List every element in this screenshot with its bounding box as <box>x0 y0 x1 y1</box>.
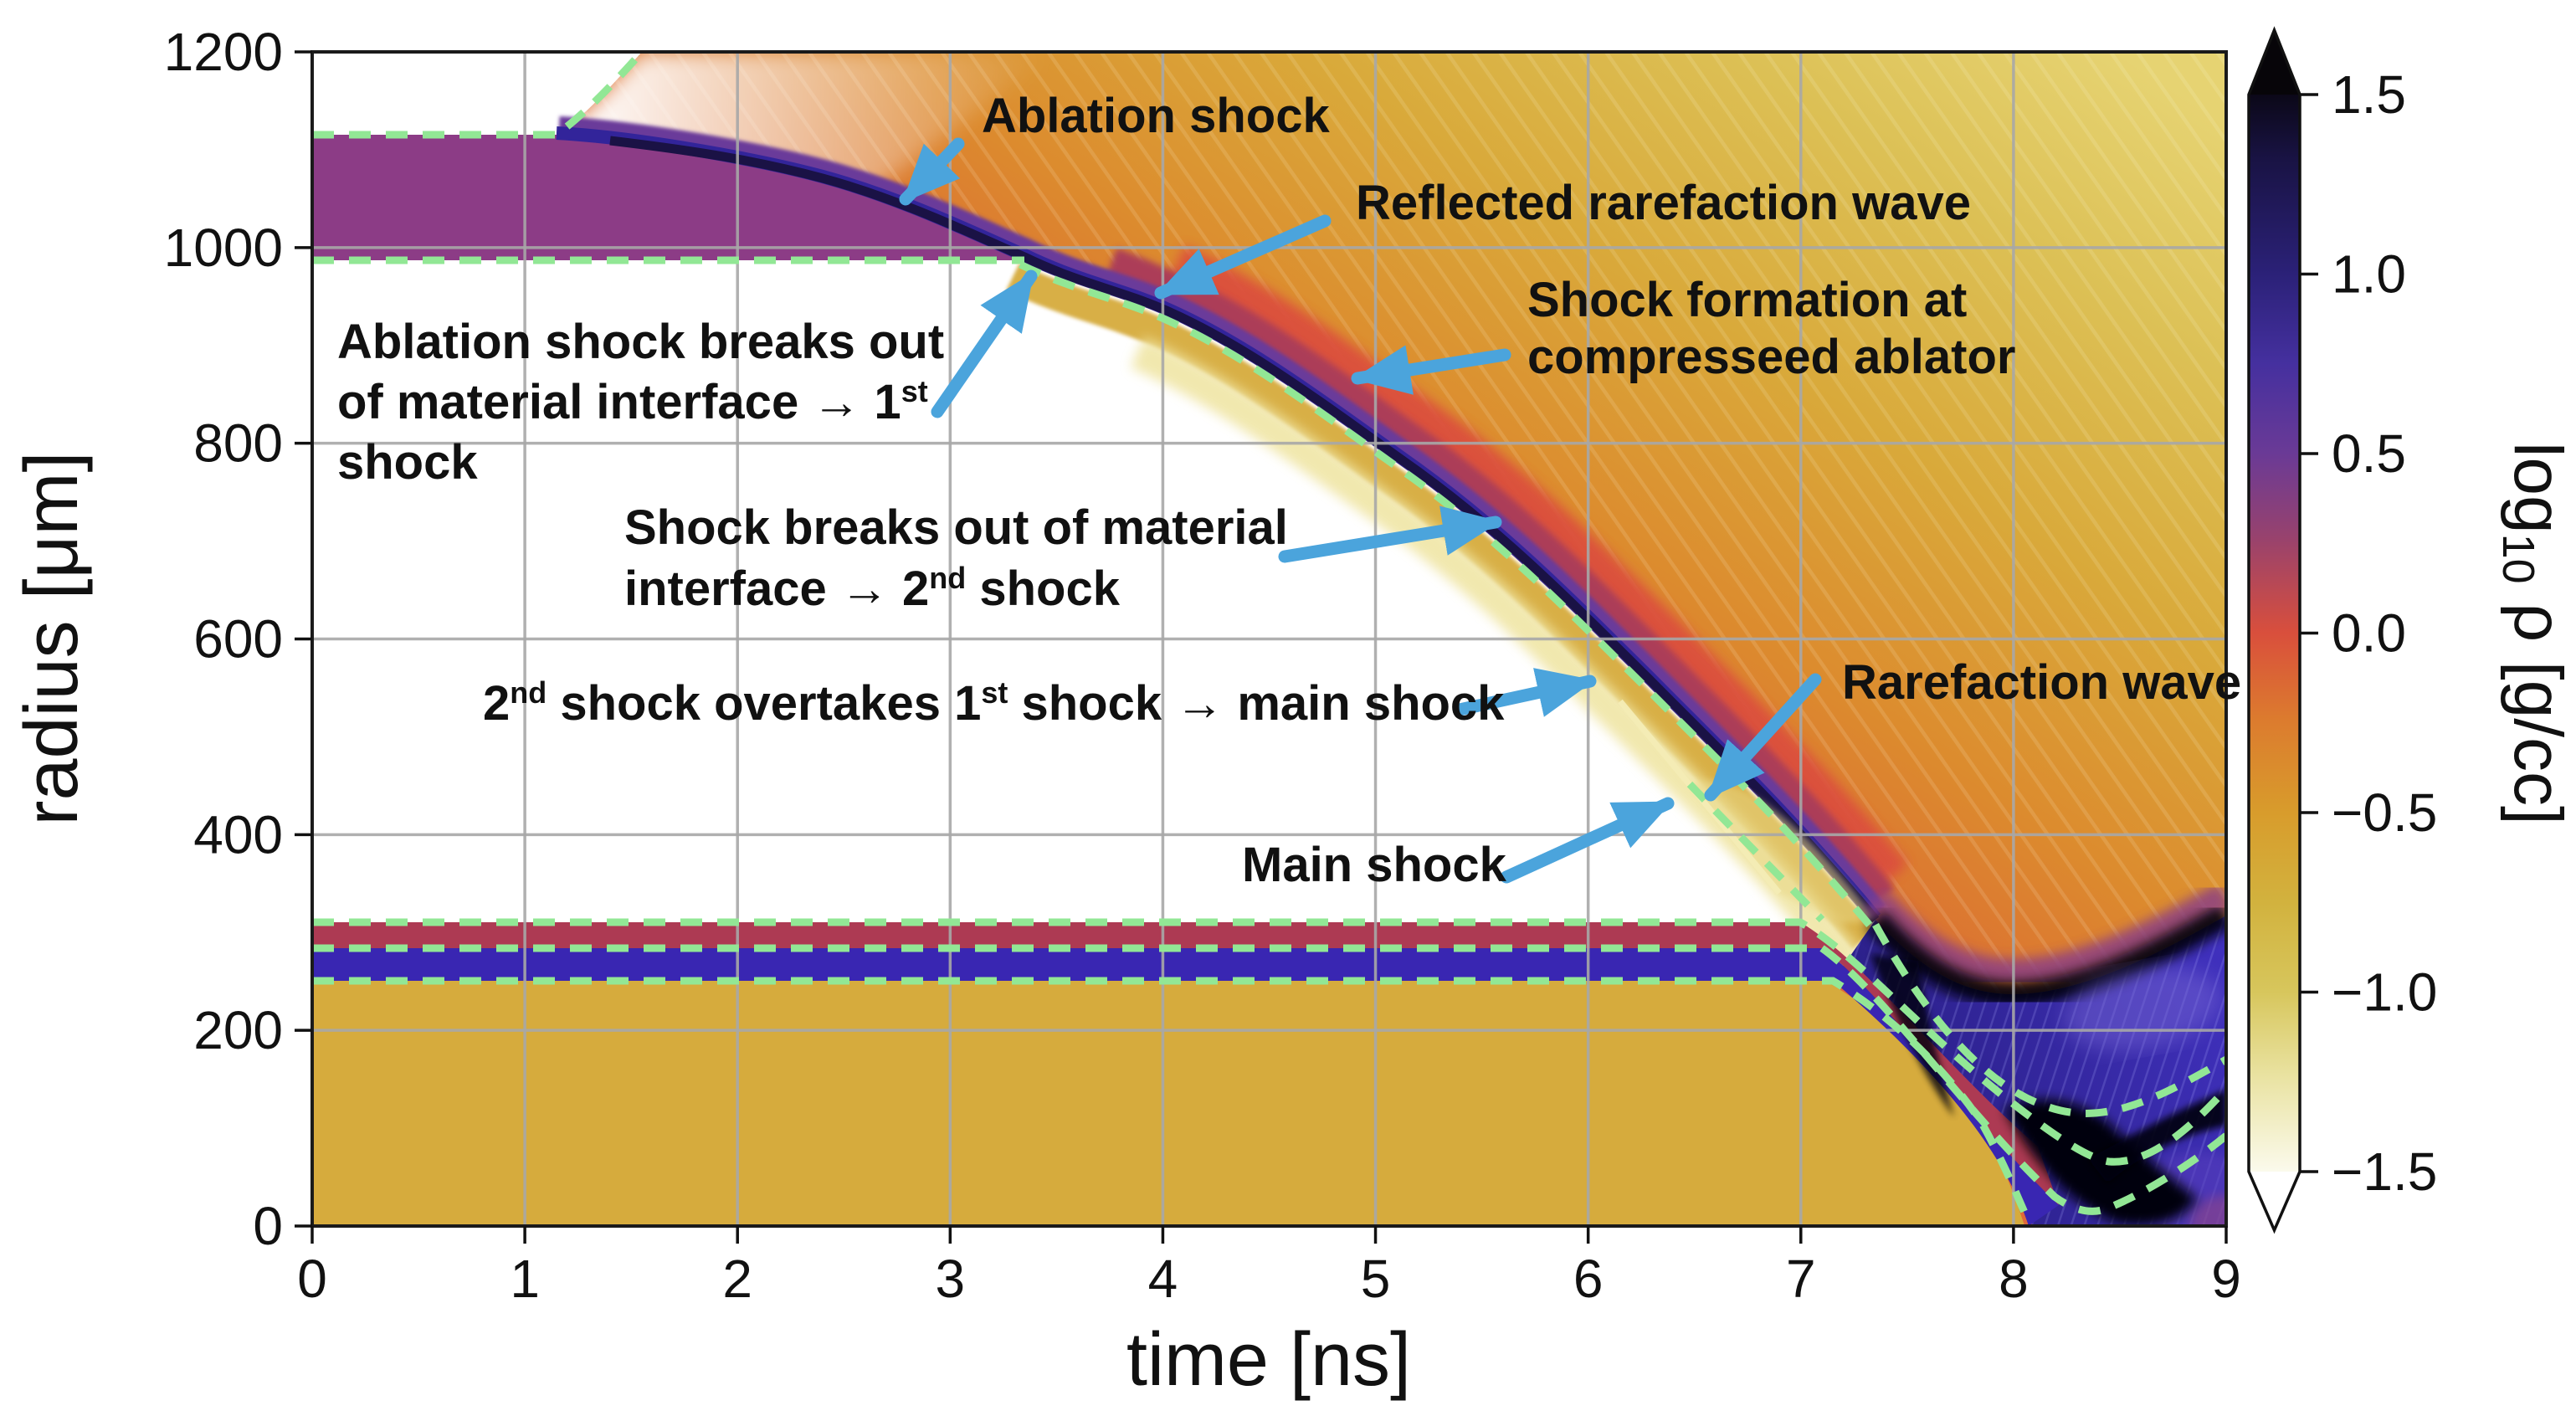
x-axis-label: time [ns] <box>1126 1318 1411 1402</box>
x-tick-label: 2 <box>722 1249 752 1309</box>
colorbar-tick-label: −1.0 <box>2332 962 2437 1023</box>
axis-ticks <box>295 50 2228 1244</box>
colorbar-label: log10​ ρ [g/cc] <box>2493 442 2576 825</box>
colorbar: 1.5 1.0 0.5 0.0 −0.5 −1.0 −1.5 log10​ ρ [g/cc] <box>2247 26 2576 1234</box>
ablation-shock-line <box>609 136 1880 923</box>
layer-blue-region <box>312 948 2059 1226</box>
reflected-rarefaction-wave-arrow <box>1154 214 1332 300</box>
colorbar-ticks: 1.5 1.0 0.5 0.0 −0.5 −1.0 −1.5 <box>2300 64 2437 1202</box>
coast-surface-dash <box>312 52 645 139</box>
x-tick-label: 1 <box>510 1249 540 1309</box>
rarefaction-wave-text: Rarefaction wave <box>1842 655 2241 710</box>
second-shock-breakout-text: interface → 2nd shock <box>624 561 1121 616</box>
x-tick-label: 0 <box>297 1249 327 1309</box>
x-tick-label: 4 <box>1148 1249 1178 1309</box>
annotations: Ablation shock Reflected rarefaction wave… <box>337 89 2241 892</box>
y-tick-label: 0 <box>253 1196 283 1256</box>
main-shock-fan <box>1620 701 1876 924</box>
x-tick-label: 5 <box>1361 1249 1391 1309</box>
first-shock-breakout-text: Ablation shock breaks out <box>337 315 944 369</box>
x-tick-label: 8 <box>1999 1249 2029 1309</box>
colorbar-over-arrow <box>2249 30 2300 95</box>
shock-formation-text: compresseed ablator <box>1527 330 2015 384</box>
interface-310-dash <box>312 918 2226 1166</box>
y-tick-label: 800 <box>193 413 283 474</box>
first-shock-breakout-text: of material interface → 1st <box>337 374 928 429</box>
y-tick-label: 1000 <box>164 218 283 278</box>
y-tick-label: 1200 <box>164 22 283 82</box>
colorbar-tick-label: 0.0 <box>2332 603 2406 664</box>
fuel-gold-region <box>312 981 2029 1226</box>
annotation-reflected-rarefaction-wave: Reflected rarefaction wave <box>1154 176 1971 300</box>
material-interfaces <box>312 52 2226 1224</box>
annotation-second-shock-breakout: Shock breaks out of material interface → … <box>624 500 1502 616</box>
colorbar-under-arrow <box>2249 1172 2300 1230</box>
y-tick-label: 400 <box>193 804 283 864</box>
ablation-shock-text: Ablation shock <box>982 89 1330 143</box>
colorbar-tick-label: −0.5 <box>2332 782 2437 843</box>
ablation-shock-arrow <box>899 137 965 206</box>
colorbar-gradient <box>2249 95 2300 1172</box>
annotation-shock-overtake: 2nd shock overtakes 1st shock → main sho… <box>483 668 1597 731</box>
first-shock-breakout-text: shock <box>337 435 478 490</box>
annotation-ablation-shock: Ablation shock <box>899 89 1330 206</box>
main-shock-text: Main shock <box>1242 838 1507 892</box>
x-tick-label: 7 <box>1786 1249 1816 1309</box>
x-tick-label: 9 <box>2211 1249 2241 1309</box>
shock-overtake-text: 2nd shock overtakes 1st shock → main sho… <box>483 675 1505 731</box>
reflected-rarefaction-wave-text: Reflected rarefaction wave <box>1356 176 1971 230</box>
axis-tick-labels: 0 1 2 3 4 5 6 7 8 9 0 200 400 600 800 1000 1200 <box>164 22 2241 1309</box>
rarefaction-branch-dash <box>1686 781 1825 923</box>
y-tick-label: 600 <box>193 609 283 670</box>
y-tick-label: 200 <box>193 1000 283 1060</box>
rarefaction-wave-arrow <box>1704 673 1822 802</box>
annotation-main-shock: Main shock <box>1242 797 1675 892</box>
shell-bounce-dash <box>1872 922 2226 1117</box>
colorbar-tick-label: 1.0 <box>2332 244 2406 305</box>
main-shock-arrow <box>1500 797 1675 884</box>
colorbar-tick-label: 1.5 <box>2332 64 2406 125</box>
second-shock-breakout-text: Shock breaks out of material <box>624 500 1288 555</box>
x-tick-label: 3 <box>936 1249 966 1309</box>
y-axis-label: radius [μm] <box>10 452 94 826</box>
second-shock-breakout-arrow <box>1278 505 1502 563</box>
colorbar-tick-label: −1.5 <box>2332 1142 2437 1202</box>
shock-formation-arrow <box>1351 345 1511 395</box>
shock-overtake-arrow <box>1453 668 1597 717</box>
ablator-band <box>312 135 1024 260</box>
gridlines <box>312 52 2226 1226</box>
first-shock-breakout-arrow <box>931 269 1038 418</box>
interface-250-dash <box>312 977 2033 1224</box>
shock-formation-text: Shock formation at <box>1527 273 1967 327</box>
x-tick-label: 6 <box>1573 1249 1604 1309</box>
colorbar-tick-label: 0.5 <box>2332 423 2406 484</box>
interface-283-dash <box>312 944 2226 1215</box>
annotation-rarefaction-wave: Rarefaction wave <box>1704 655 2241 802</box>
